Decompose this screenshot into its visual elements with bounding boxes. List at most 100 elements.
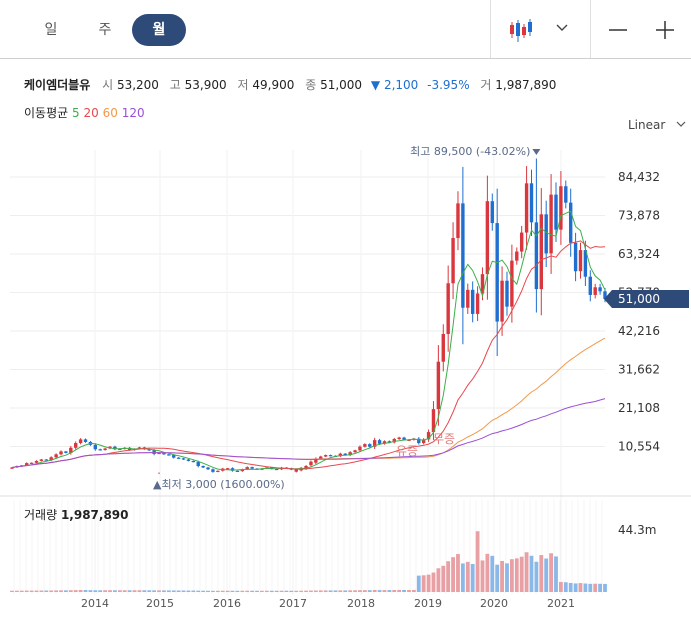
candle-body xyxy=(583,250,588,277)
zoom-in-button[interactable] xyxy=(645,10,685,50)
tab-week[interactable]: 주 xyxy=(98,22,112,38)
scale-selector[interactable]: Linear xyxy=(628,118,686,132)
volume-bar xyxy=(240,590,245,592)
zoom-out-button[interactable] xyxy=(598,10,638,50)
event-label: 무증 xyxy=(433,432,455,446)
change-percent: -3.95% xyxy=(427,78,470,92)
stock-name: 케이엠더블유 xyxy=(24,78,91,92)
volume-bar xyxy=(563,582,568,592)
volume-bar xyxy=(196,590,201,592)
volume-bar xyxy=(367,590,372,592)
down-arrow-icon: ▼ xyxy=(370,78,381,92)
volume-bar xyxy=(127,590,132,592)
volume-bar xyxy=(68,590,73,592)
volume-bar xyxy=(215,590,220,592)
candle-body xyxy=(534,222,539,290)
volume-bar xyxy=(465,561,470,592)
volume-bar xyxy=(255,590,259,592)
high-marker-icon xyxy=(532,149,541,155)
volume-bar xyxy=(64,590,68,592)
candle-body xyxy=(470,289,475,314)
candle-body xyxy=(211,469,215,472)
chart-type-selector[interactable] xyxy=(500,8,580,50)
volume-bar xyxy=(475,531,480,592)
candle-body xyxy=(230,468,235,471)
volume-bar xyxy=(83,590,88,592)
volume-bar xyxy=(451,557,455,592)
volume-bar xyxy=(323,590,328,592)
high-label: 고 xyxy=(169,78,181,92)
candle-body xyxy=(490,201,494,224)
volume-bar xyxy=(225,590,230,592)
candle-body xyxy=(363,444,367,447)
volume-bar xyxy=(29,590,34,592)
volume-bar xyxy=(201,590,206,592)
candle-body xyxy=(250,467,254,469)
ma60-line xyxy=(11,337,606,468)
candle-body xyxy=(103,448,107,450)
candle-body xyxy=(431,409,436,433)
candle-body xyxy=(573,242,578,272)
price-tick-label: 31,662 xyxy=(618,363,660,377)
candle-body xyxy=(69,447,73,453)
volume-bar xyxy=(152,590,157,592)
low-annotation: ▲최저 3,000 (1600.00%) xyxy=(153,478,285,491)
volume-bar xyxy=(137,590,142,592)
volume-bar xyxy=(578,583,583,592)
volume-bar xyxy=(416,575,421,592)
candle-body xyxy=(426,432,431,440)
event-label: 유증 xyxy=(396,444,418,458)
x-tick-label: 2019 xyxy=(414,597,442,610)
candlestick-icon xyxy=(510,19,532,42)
volume-panel-value: 1,987,890 xyxy=(61,508,129,522)
volume-bar xyxy=(568,582,573,592)
candle-body xyxy=(368,444,372,447)
candle-body xyxy=(559,186,563,230)
volume-bar xyxy=(529,555,534,592)
candle-body xyxy=(358,446,362,451)
price-tick-label: 42,216 xyxy=(618,324,660,338)
volume-bar xyxy=(490,555,495,592)
ma20-line xyxy=(11,240,606,470)
volume-bar xyxy=(514,558,519,592)
volume-panel-label: 거래량 1,987,890 xyxy=(24,508,129,522)
candle-body xyxy=(196,462,200,467)
candle-body xyxy=(225,468,230,470)
tab-month[interactable]: 월 xyxy=(132,14,186,46)
volume-bar xyxy=(171,590,176,592)
volume-bar xyxy=(377,590,382,592)
volume-value: 1,987,890 xyxy=(495,78,557,92)
tab-day[interactable]: 일 xyxy=(44,22,58,38)
low-label: 저 xyxy=(237,78,249,92)
candle-body xyxy=(544,214,548,254)
volume-label: 거 xyxy=(480,78,492,92)
volume-bar xyxy=(593,583,598,592)
candle-body xyxy=(446,283,450,334)
candle-body xyxy=(578,250,583,272)
volume-bar xyxy=(407,590,411,592)
candle-body xyxy=(319,456,323,459)
volume-bar xyxy=(426,574,431,592)
volume-bar xyxy=(470,564,475,592)
scale-label: Linear xyxy=(628,118,666,132)
candle-body xyxy=(118,448,122,451)
chevron-down-icon xyxy=(556,24,568,31)
candle-body xyxy=(466,289,470,308)
volume-bar xyxy=(274,590,279,592)
volume-bar xyxy=(98,590,103,592)
low-value: 49,900 xyxy=(252,78,295,92)
volume-bar xyxy=(264,590,269,592)
candle-body xyxy=(372,440,377,447)
volume-bar xyxy=(59,590,63,592)
ma-120: 120 xyxy=(121,106,145,120)
candle-body xyxy=(64,451,68,453)
volume-bar xyxy=(54,590,59,592)
stock-info: 케이엠더블유 시 53,200 고 53,900 저 49,900 종 51,0… xyxy=(24,76,561,93)
ma-5: 5 xyxy=(72,106,80,120)
volume-bar xyxy=(294,590,299,592)
candle-body xyxy=(10,467,14,469)
candle-body xyxy=(348,452,352,456)
candle-body xyxy=(201,466,205,468)
volume-bar xyxy=(446,561,451,592)
